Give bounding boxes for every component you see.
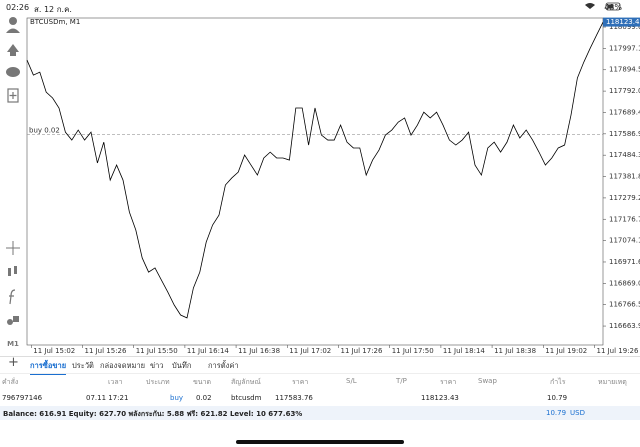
x-tick-label: 11 Jul 16:38: [238, 347, 280, 355]
y-tick-label: 117586.90: [609, 130, 640, 138]
x-tick-label: 11 Jul 17:26: [340, 347, 383, 355]
price-line: [26, 21, 604, 319]
y-tick-label: 118099.63: [609, 23, 640, 31]
last-price-box: [603, 17, 640, 27]
x-tick-label: 11 Jul 19:26: [596, 347, 639, 355]
account-icon-body: [6, 28, 20, 33]
x-tick-label: 11 Jul 17:02: [289, 347, 331, 355]
clock: 02:26: [6, 3, 30, 12]
last-price-label: 118123.43: [606, 18, 640, 26]
column-header: S/L: [346, 377, 357, 385]
add-button[interactable]: +: [8, 355, 19, 370]
y-tick-label: 117997.1: [609, 44, 640, 52]
divider: [0, 356, 640, 357]
divider: [0, 373, 640, 374]
column-header: ประเภท: [146, 378, 170, 386]
x-tick-label: 11 Jul 17:50: [392, 347, 434, 355]
plot-frame: [26, 17, 604, 346]
column-header: คำสั่ง: [2, 378, 19, 386]
account-icon[interactable]: [9, 17, 17, 25]
x-tick-label: 11 Jul 18:38: [494, 347, 536, 355]
indicator-icon[interactable]: [9, 289, 16, 305]
y-tick-label: 117689.45: [609, 108, 640, 116]
summary-bar: [0, 406, 640, 420]
cell: 118123.43: [421, 394, 459, 402]
objects-icon[interactable]: [7, 319, 13, 325]
candle-icon-2: [14, 266, 17, 274]
y-tick-label: 117074.15: [609, 237, 640, 245]
y-tick-label: 117792.00: [609, 87, 640, 95]
y-tick-label: 117894.58: [609, 66, 640, 74]
tab[interactable]: ข่าว: [150, 361, 164, 370]
column-header: ขนาด: [193, 378, 212, 386]
x-tick-label: 11 Jul 15:26: [84, 347, 127, 355]
column-header: เวลา: [108, 378, 123, 386]
cell: 796797146: [2, 394, 43, 402]
y-tick-label: 117484.35: [609, 151, 640, 159]
objects-icon-2: [13, 316, 19, 322]
cell: 117583.76: [275, 394, 313, 402]
column-header: ราคา: [292, 378, 309, 386]
y-tick-label: 117176.70: [609, 215, 640, 223]
battery-fill: [607, 4, 614, 9]
plus: [9, 92, 17, 99]
chart-title: BTCUSDm, M1: [30, 18, 80, 26]
cell: 0.02: [196, 394, 212, 402]
y-tick-label: 116663.95: [609, 322, 640, 330]
x-tick-label: 11 Jul 16:14: [187, 347, 230, 355]
battery-icon: [605, 2, 621, 11]
column-header: T/P: [396, 377, 407, 385]
date: ส. 12 ก.ค.: [34, 5, 72, 14]
currency: USD: [570, 409, 585, 417]
x-tick-label: 11 Jul 15:02: [33, 347, 75, 355]
trade-icon[interactable]: [7, 44, 19, 56]
toolbar: [6, 17, 20, 325]
crosshair-icon[interactable]: [6, 241, 20, 255]
y-tick-label: 117279.25: [609, 194, 640, 202]
tab[interactable]: บันทึก: [172, 361, 192, 370]
y-tick-label: 116971.60: [609, 258, 640, 266]
y-tick-label: 117381.80: [609, 173, 640, 181]
timeframe-button[interactable]: M1: [7, 340, 19, 348]
new-order-icon[interactable]: [7, 88, 19, 103]
x-tick-label: 11 Jul 15:50: [136, 347, 178, 355]
x-tick-label: 11 Jul 18:14: [443, 347, 486, 355]
y-tick-label: 116766.50: [609, 301, 640, 309]
column-header: กำไร: [550, 378, 566, 386]
column-header: Swap: [478, 377, 497, 385]
cell: btcusdm: [231, 394, 262, 402]
chart: M1 BTCUSDm, M1 118099.63 117997.1 117894.5…: [6, 2, 640, 355]
column-header: สัญลักษณ์: [231, 378, 261, 386]
cell: 07.11 17:21: [86, 394, 129, 402]
column-header: หมายเหตุ: [598, 378, 627, 386]
tab[interactable]: การตั้งค่า: [208, 361, 239, 370]
column-header: ราคา: [440, 378, 457, 386]
wifi-icon: [585, 3, 595, 9]
account-summary: Balance: 616.91 Equity: 627.70 พลังกระกั…: [3, 410, 303, 418]
y-tick-label: 116869.05: [609, 279, 640, 287]
home-indicator: [236, 440, 404, 444]
chat-icon[interactable]: [6, 67, 20, 77]
tab[interactable]: การซื้อขาย: [30, 360, 67, 375]
cell: buy: [170, 394, 184, 402]
total-profit: 10.79: [546, 409, 567, 417]
tab[interactable]: กล่องจดหมาย: [100, 361, 146, 370]
x-tick-label: 11 Jul 19:02: [545, 347, 587, 355]
candle-icon[interactable]: [8, 268, 11, 276]
tab[interactable]: ประวัติ: [72, 361, 94, 370]
position-label: buy 0.02: [29, 126, 60, 134]
cell: 10.79: [547, 394, 568, 402]
